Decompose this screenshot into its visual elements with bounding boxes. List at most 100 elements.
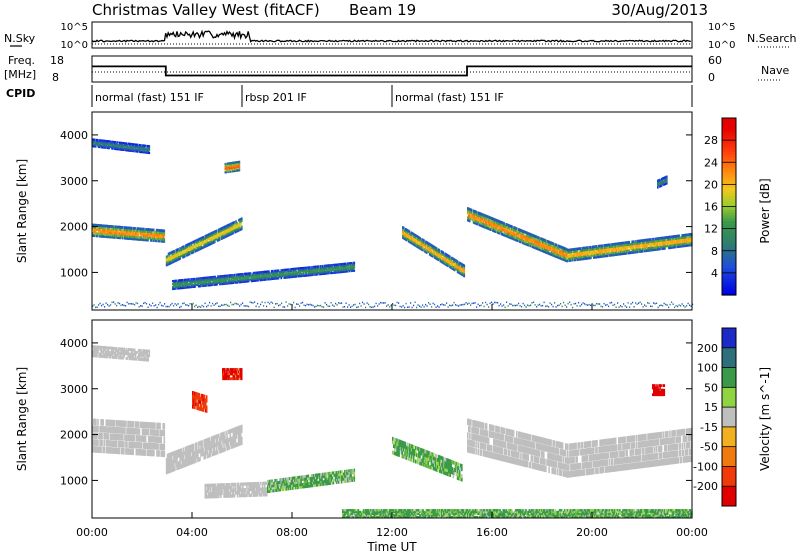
power-cell (119, 236, 121, 240)
power-cell (120, 232, 122, 235)
power-cell (321, 272, 324, 275)
power-cell (205, 240, 207, 244)
power-cell (271, 274, 274, 277)
power-cell (112, 227, 114, 231)
power-cell (106, 233, 109, 236)
power-cell (193, 281, 195, 284)
power-cell (137, 235, 139, 239)
power-cell (210, 234, 212, 237)
power-cell (464, 303, 466, 306)
power-cell (152, 228, 155, 232)
power-cell (243, 305, 245, 307)
power-cell (139, 148, 141, 151)
power-cell (249, 278, 252, 281)
power-cell (282, 272, 285, 275)
velocity-cell (201, 444, 203, 449)
power-cell (160, 237, 163, 241)
power-cell (185, 283, 187, 286)
power-cell (92, 141, 94, 144)
power-cell (92, 139, 94, 142)
power-cell (327, 264, 330, 267)
power-cell (181, 246, 183, 249)
power-cell (534, 304, 536, 306)
power-cell (268, 276, 270, 279)
power-cell (325, 264, 328, 267)
power-cell (185, 280, 187, 283)
power-cell (129, 228, 132, 232)
power-cell (197, 285, 200, 288)
power-cell (197, 242, 200, 245)
power-cell (146, 303, 148, 305)
power-cell (605, 304, 607, 306)
power-cell (206, 282, 209, 285)
power-cell (407, 306, 409, 308)
power-cell (220, 278, 222, 281)
power-cell (125, 228, 128, 232)
power-cell (205, 281, 208, 284)
power-cell (248, 272, 251, 275)
power-cell (301, 268, 304, 271)
velocity-cell (153, 449, 155, 457)
power-cell (270, 273, 272, 276)
power-cell (177, 252, 179, 255)
power-cell (192, 246, 195, 250)
power-cell (231, 228, 233, 231)
power-cell (98, 224, 101, 227)
power-cell (148, 232, 150, 236)
power-cell (314, 271, 316, 275)
power-cell (275, 275, 278, 279)
power-cell (269, 274, 271, 278)
velocity-cell (201, 440, 203, 445)
power-cell (140, 148, 143, 151)
power-cell (154, 239, 157, 243)
power-cell (298, 267, 301, 270)
power-cell (240, 217, 242, 221)
power-cell (128, 148, 130, 151)
power-cell (136, 237, 139, 241)
power-cell (284, 306, 286, 308)
power-cell (443, 304, 445, 306)
power-cell (132, 147, 134, 150)
power-cell (142, 227, 144, 231)
power-cell (485, 301, 487, 304)
power-cell (229, 231, 232, 234)
power-cell (411, 306, 413, 309)
power-cell (169, 251, 172, 255)
power-cell (232, 225, 234, 229)
power-cell (263, 270, 265, 274)
power-cell (192, 279, 194, 282)
power-cell (222, 228, 225, 231)
power-cell (180, 250, 182, 254)
power-cell (239, 228, 241, 232)
power-cell (239, 279, 241, 282)
power-cell (342, 262, 344, 266)
power-cell (228, 231, 231, 235)
power-cell (237, 279, 239, 282)
power-cell (228, 227, 231, 231)
power-cell (118, 236, 120, 240)
power-cell (196, 238, 199, 242)
power-cell (126, 228, 129, 232)
power-cell (119, 234, 121, 238)
power-cell (200, 236, 203, 240)
power-cell (202, 246, 204, 249)
power-cell (227, 282, 230, 285)
power-cell (207, 304, 209, 307)
power-cell (178, 257, 180, 261)
velocity-cell (197, 453, 199, 459)
power-cell (216, 239, 219, 242)
power-cell (200, 247, 203, 250)
power-cell (234, 279, 236, 283)
power-cell (154, 233, 157, 236)
power-cell (181, 252, 183, 255)
power-cell (253, 276, 256, 279)
power-cell (648, 302, 650, 305)
power-cell (240, 277, 242, 281)
power-cell (218, 275, 220, 278)
power-cell (602, 306, 604, 308)
power-cell (154, 230, 157, 234)
power-cell (276, 269, 279, 272)
power-cell (247, 280, 250, 283)
power-cell (647, 302, 649, 304)
power-cell (527, 304, 529, 306)
